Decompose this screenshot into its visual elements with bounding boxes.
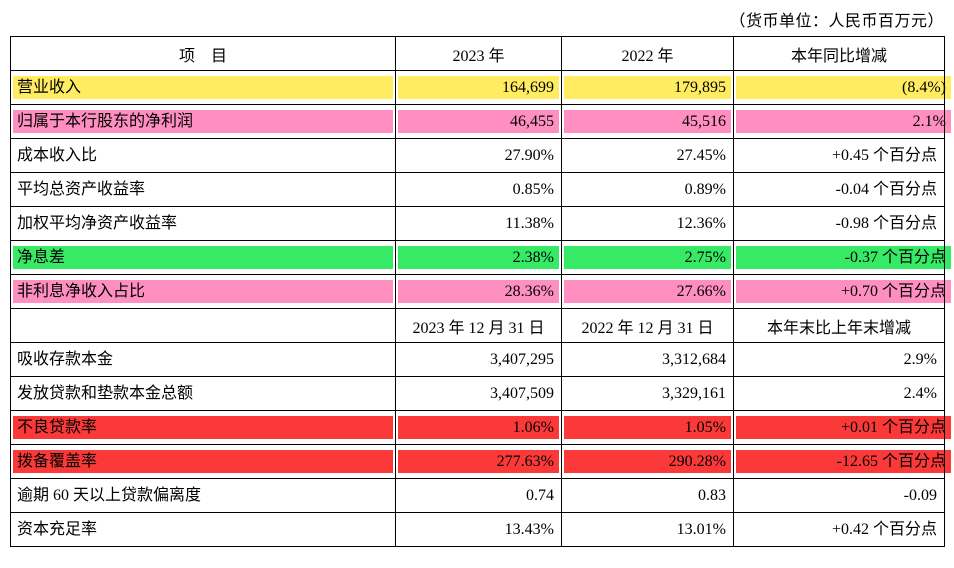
value-2022: 0.83 bbox=[698, 487, 726, 504]
value-2023: 0.74 bbox=[526, 487, 554, 504]
financial-highlights-table: 项 目 2023 年 2022 年 本年同比增减 营业收入 164,699 17… bbox=[10, 36, 951, 547]
value-change: -0.37 个百分点 bbox=[736, 246, 951, 269]
header-date-2023: 2023 年 12 月 31 日 bbox=[395, 308, 562, 343]
row-label: 资本充足率 bbox=[17, 521, 98, 538]
value-2023: 13.43% bbox=[504, 521, 554, 538]
table-row: 发放贷款和垫款本金总额 3,407,509 3,329,161 2.4% bbox=[10, 376, 945, 411]
value-change: -12.65 个百分点 bbox=[736, 450, 951, 473]
value-2022: 12.36% bbox=[676, 215, 726, 232]
value-2022: 45,516 bbox=[564, 110, 731, 133]
header-2022: 2022 年 bbox=[561, 36, 734, 71]
table-row: 成本收入比 27.90% 27.45% +0.45 个百分点 bbox=[10, 138, 945, 173]
value-2022: 27.66% bbox=[564, 280, 731, 303]
value-2023: 11.38% bbox=[505, 215, 554, 232]
header-date-2022: 2022 年 12 月 31 日 bbox=[561, 308, 734, 343]
value-change: +0.01 个百分点 bbox=[736, 416, 951, 439]
table-row: 加权平均净资产收益率 11.38% 12.36% -0.98 个百分点 bbox=[10, 206, 945, 241]
table-row: 资本充足率 13.43% 13.01% +0.42 个百分点 bbox=[10, 512, 945, 547]
table-header-row-yearend: 2023 年 12 月 31 日 2022 年 12 月 31 日 本年末比上年… bbox=[10, 308, 945, 343]
row-label: 成本收入比 bbox=[17, 147, 98, 164]
value-change: +0.70 个百分点 bbox=[736, 280, 951, 303]
value-2023: 3,407,509 bbox=[490, 385, 554, 402]
table-header-row-annual: 项 目 2023 年 2022 年 本年同比增减 bbox=[10, 36, 945, 71]
value-2023: 46,455 bbox=[398, 110, 559, 133]
row-label: 加权平均净资产收益率 bbox=[17, 215, 178, 232]
table-row: 不良贷款率 1.06% 1.05% +0.01 个百分点 bbox=[10, 410, 951, 445]
table-row: 营业收入 164,699 179,895 (8.4%) bbox=[10, 70, 951, 105]
value-2023: 28.36% bbox=[398, 280, 559, 303]
value-2022: 0.89% bbox=[684, 181, 726, 198]
value-2022: 3,312,684 bbox=[662, 351, 726, 368]
value-2022: 27.45% bbox=[676, 147, 726, 164]
row-label: 逾期 60 天以上贷款偏离度 bbox=[17, 487, 202, 504]
value-2023: 3,407,295 bbox=[490, 351, 554, 368]
value-change: -0.04 个百分点 bbox=[835, 181, 937, 198]
table-row: 净息差 2.38% 2.75% -0.37 个百分点 bbox=[10, 240, 951, 275]
value-change: 2.1% bbox=[736, 110, 951, 133]
value-2023: 0.85% bbox=[512, 181, 554, 198]
value-2022: 179,895 bbox=[564, 76, 731, 99]
table-row: 非利息净收入占比 28.36% 27.66% +0.70 个百分点 bbox=[10, 274, 951, 309]
value-change: 2.4% bbox=[903, 385, 937, 402]
value-2023: 164,699 bbox=[398, 76, 559, 99]
header-item-label: 项 目 bbox=[10, 36, 396, 71]
value-change: +0.42 个百分点 bbox=[831, 521, 937, 538]
value-2022: 3,329,161 bbox=[662, 385, 726, 402]
table-row: 吸收存款本金 3,407,295 3,312,684 2.9% bbox=[10, 342, 945, 377]
value-2022: 2.75% bbox=[564, 246, 731, 269]
row-label: 平均总资产收益率 bbox=[17, 181, 146, 198]
row-label: 营业收入 bbox=[13, 76, 393, 99]
table-row: 拨备覆盖率 277.63% 290.28% -12.65 个百分点 bbox=[10, 444, 951, 479]
table-row: 归属于本行股东的净利润 46,455 45,516 2.1% bbox=[10, 104, 951, 139]
value-2022: 13.01% bbox=[676, 521, 726, 538]
value-change: 2.9% bbox=[903, 351, 937, 368]
row-label: 拨备覆盖率 bbox=[13, 450, 393, 473]
row-label: 归属于本行股东的净利润 bbox=[13, 110, 393, 133]
header-blank bbox=[10, 308, 396, 343]
row-label: 非利息净收入占比 bbox=[13, 280, 393, 303]
value-2023: 27.90% bbox=[504, 147, 554, 164]
value-change: (8.4%) bbox=[736, 76, 951, 99]
header-yearend-change: 本年末比上年末增减 bbox=[733, 308, 945, 343]
value-2022: 290.28% bbox=[564, 450, 731, 473]
row-label: 发放贷款和垫款本金总额 bbox=[17, 385, 194, 402]
value-change: -0.09 bbox=[903, 487, 937, 504]
value-change: +0.45 个百分点 bbox=[831, 147, 937, 164]
row-label: 净息差 bbox=[13, 246, 393, 269]
table-row: 平均总资产收益率 0.85% 0.89% -0.04 个百分点 bbox=[10, 172, 945, 207]
row-label: 吸收存款本金 bbox=[17, 351, 114, 368]
value-change: -0.98 个百分点 bbox=[835, 215, 937, 232]
value-2023: 277.63% bbox=[398, 450, 559, 473]
header-2023: 2023 年 bbox=[395, 36, 562, 71]
value-2023: 1.06% bbox=[398, 416, 559, 439]
value-2023: 2.38% bbox=[398, 246, 559, 269]
table-row: 逾期 60 天以上贷款偏离度 0.74 0.83 -0.09 bbox=[10, 478, 945, 513]
currency-unit-note: （货币单位：人民币百万元） bbox=[729, 13, 944, 30]
value-2022: 1.05% bbox=[564, 416, 731, 439]
row-label: 不良贷款率 bbox=[13, 416, 393, 439]
header-yoy-change: 本年同比增减 bbox=[733, 36, 945, 71]
